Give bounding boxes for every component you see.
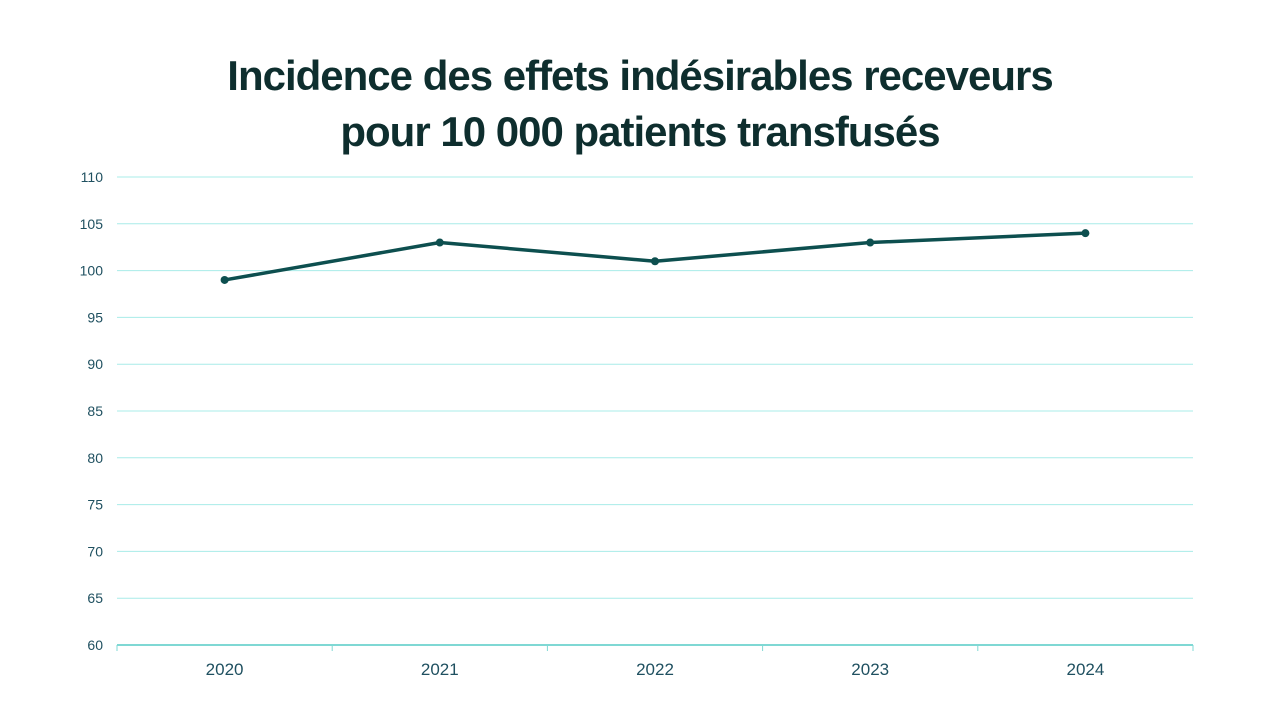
x-tick-label: 2021 [421,660,459,679]
data-point [435,238,444,247]
y-tick-label: 85 [87,403,103,419]
y-tick-label: 65 [87,590,103,606]
y-tick-label: 110 [81,169,104,185]
series-line [224,231,1086,282]
data-point [651,257,659,266]
x-tick-label: 2022 [636,660,674,679]
y-tick-label: 95 [87,309,103,325]
x-tick-label: 2023 [851,660,889,679]
chart-title-line-2: pour 10 000 patients transfusés [340,108,940,155]
data-point [866,238,875,247]
y-tick-label: 75 [87,497,103,513]
y-tick-label: 80 [87,450,103,466]
x-tick-label: 2024 [1066,660,1104,679]
y-tick-label: 105 [80,216,104,232]
chart-title-line-1: Incidence des effets indésirables receve… [227,52,1053,99]
y-tick-label: 100 [80,263,104,279]
x-tick-label: 2020 [206,660,244,679]
data-point [220,275,229,284]
data-point [1081,229,1090,238]
y-tick-label: 70 [87,543,103,559]
y-tick-label: 60 [87,637,103,653]
chart-title: Incidence des effets indésirables receve… [0,48,1280,160]
y-tick-label: 90 [87,356,103,372]
